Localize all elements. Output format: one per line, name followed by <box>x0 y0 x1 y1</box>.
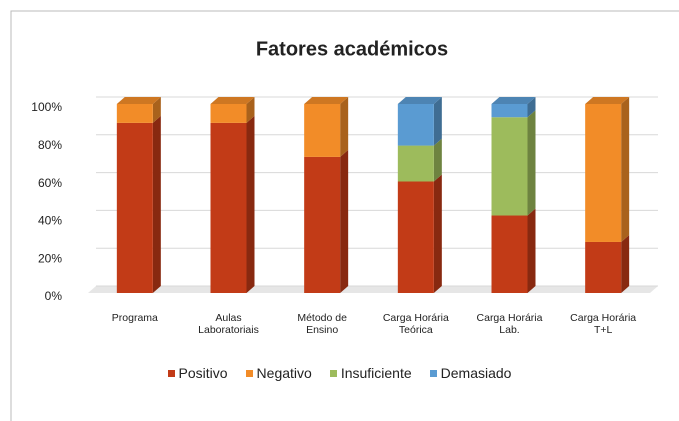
legend-label: Negativo <box>256 365 312 381</box>
bar <box>304 156 341 293</box>
y-tick-label: 80% <box>38 138 62 152</box>
y-tick-label: 40% <box>38 214 62 228</box>
legend-swatch <box>429 369 437 377</box>
bar <box>397 181 434 293</box>
bar <box>397 145 434 182</box>
legend-label: Insuficiente <box>340 365 412 381</box>
legend-item: Demasiado <box>429 365 512 381</box>
y-tick-label: 0% <box>45 289 63 303</box>
bar-top <box>585 97 630 104</box>
bar <box>304 104 341 157</box>
bar <box>491 104 528 118</box>
bar-side <box>621 97 630 242</box>
bar-side <box>246 97 255 123</box>
legend: Positivo Negativo Insuficiente Demasiado <box>0 365 679 381</box>
floor <box>88 286 658 293</box>
chart-title: Fatores académicos <box>256 38 448 60</box>
x-tick-label: Método de Ensino <box>297 312 347 336</box>
bar-side <box>340 97 349 157</box>
bar-top <box>491 97 536 104</box>
x-tick-label: Aulas Laboratoriais <box>198 312 259 336</box>
bar-side <box>621 234 630 293</box>
bar <box>585 104 622 242</box>
bar <box>397 104 434 146</box>
x-tick-label: Carga Horária T+L <box>570 312 637 336</box>
bar <box>116 122 153 294</box>
frame <box>10 10 679 421</box>
bar-top <box>304 97 349 104</box>
bar-side <box>433 97 442 146</box>
bar <box>116 104 153 123</box>
legend-label: Demasiado <box>440 365 512 381</box>
bar-side <box>152 97 161 123</box>
bar-top <box>397 97 442 104</box>
bar <box>210 104 247 123</box>
bar <box>210 122 247 294</box>
bar-side <box>527 97 536 118</box>
bar-top <box>116 97 161 104</box>
legend-label: Positivo <box>178 365 228 381</box>
y-tick-label: 100% <box>31 100 62 114</box>
bar <box>585 241 622 293</box>
bar-side <box>340 149 349 293</box>
legend-swatch <box>329 369 337 377</box>
x-tick-label: Programa <box>111 312 158 324</box>
bar-side <box>527 110 536 216</box>
legend-item: Negativo <box>245 365 312 381</box>
bar-top <box>210 97 255 104</box>
legend-swatch <box>167 369 175 377</box>
bar-side <box>433 138 442 182</box>
bar <box>491 215 528 293</box>
x-tick-label: Carga Horária Lab. <box>476 312 543 336</box>
x-tick-label: Carga Horária Teórica <box>382 312 449 336</box>
legend-swatch <box>245 369 253 377</box>
bar-side <box>433 174 442 293</box>
bar-side <box>527 208 536 293</box>
bar <box>491 117 528 216</box>
y-tick-label: 60% <box>38 176 62 190</box>
bar-side <box>152 115 161 294</box>
bar-side <box>246 115 255 294</box>
legend-item: Positivo <box>167 365 228 381</box>
y-tick-label: 20% <box>38 251 62 265</box>
legend-item: Insuficiente <box>329 365 412 381</box>
